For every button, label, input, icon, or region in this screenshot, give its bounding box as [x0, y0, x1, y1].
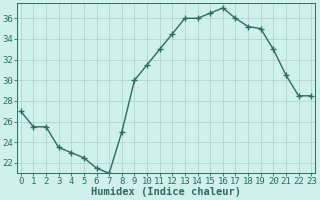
X-axis label: Humidex (Indice chaleur): Humidex (Indice chaleur) — [91, 187, 241, 197]
